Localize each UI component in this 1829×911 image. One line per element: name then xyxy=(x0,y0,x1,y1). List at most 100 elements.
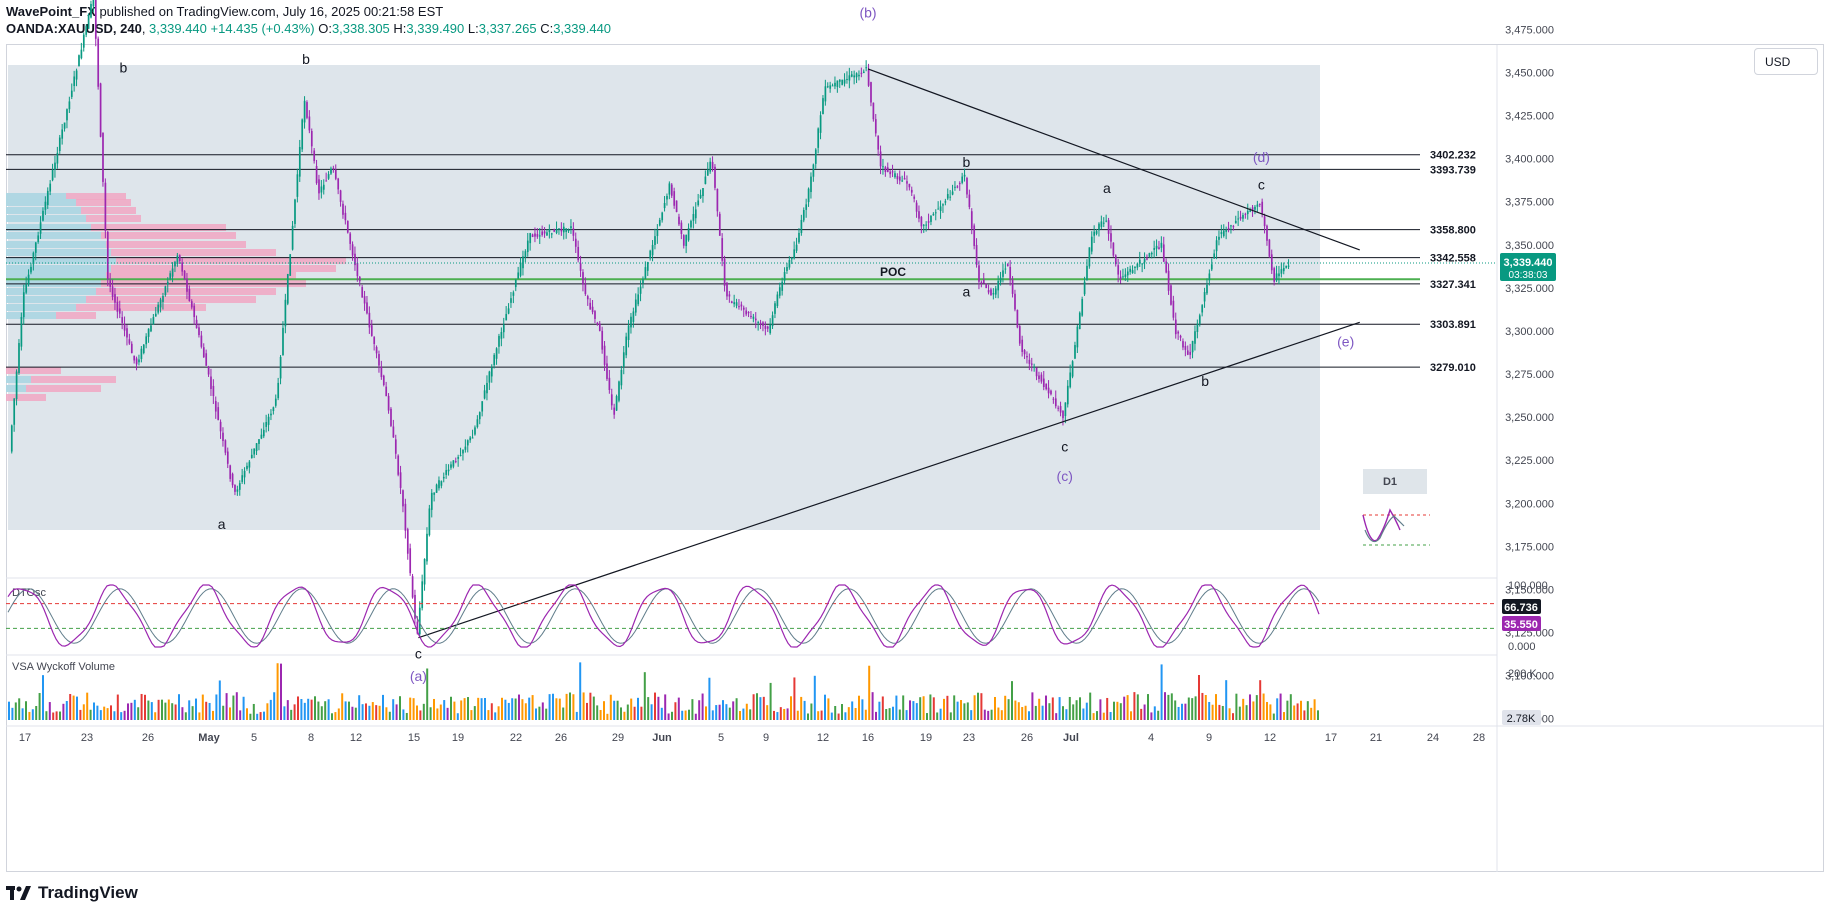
candle xyxy=(822,98,824,115)
candle xyxy=(1213,253,1216,259)
wave-label-major: (c) xyxy=(1057,468,1073,484)
volume-bar xyxy=(99,710,102,720)
candle xyxy=(183,270,186,280)
tradingview-logo[interactable]: TradingView xyxy=(6,883,138,903)
volume-bar xyxy=(460,700,463,720)
volume-bar xyxy=(1072,704,1075,720)
volume-bar xyxy=(535,708,537,720)
volume-bar xyxy=(776,712,779,720)
price-axis-tick: 3,150.000 xyxy=(1505,584,1554,596)
volume-bar xyxy=(14,702,17,720)
volume-bar xyxy=(660,707,663,720)
volume-bar xyxy=(1184,703,1187,720)
volume-bar xyxy=(310,699,313,720)
candle xyxy=(697,200,700,206)
volume-bar xyxy=(371,702,374,720)
volume-bar xyxy=(552,693,554,720)
candle xyxy=(630,316,632,328)
candle xyxy=(1232,226,1235,228)
candle xyxy=(1158,247,1160,250)
candle xyxy=(958,183,961,185)
candle xyxy=(274,398,277,406)
candle xyxy=(781,281,784,291)
volume-bar xyxy=(8,701,10,720)
volume-bar xyxy=(116,694,119,720)
volume-bar xyxy=(392,699,395,720)
candle xyxy=(846,78,848,80)
volume-bar xyxy=(854,708,857,720)
candle xyxy=(670,184,673,196)
candle xyxy=(824,86,827,102)
candle xyxy=(870,82,872,103)
candle xyxy=(519,262,522,276)
price-change: +14.435 (+0.43%) xyxy=(210,21,315,36)
volume-bar xyxy=(1293,705,1296,720)
candle xyxy=(109,280,112,287)
volume-bar xyxy=(137,707,140,720)
candle xyxy=(1066,385,1069,405)
osc-slow-line xyxy=(7,588,1320,644)
price-axis-tick: 3,275.000 xyxy=(1505,369,1554,381)
volume-bar xyxy=(912,701,915,720)
candle xyxy=(524,251,527,258)
volume-bar xyxy=(55,711,58,720)
candle xyxy=(675,200,678,213)
candle xyxy=(1263,216,1266,227)
candle xyxy=(334,169,337,179)
candle xyxy=(478,412,481,420)
candle xyxy=(718,213,721,236)
candle xyxy=(709,161,712,172)
high-label: H: xyxy=(393,21,407,36)
volume-bar xyxy=(861,699,864,720)
volume-bar xyxy=(1007,699,1010,720)
candle xyxy=(1165,261,1168,273)
candle xyxy=(106,231,109,279)
volume-bar xyxy=(881,696,884,720)
candle xyxy=(526,240,529,253)
candle xyxy=(574,238,577,247)
volume-bar xyxy=(52,712,55,720)
volume-bar xyxy=(688,709,690,720)
candle xyxy=(534,233,536,237)
low-label: L: xyxy=(467,21,479,36)
candle xyxy=(644,267,647,279)
wave-label-minor: b xyxy=(119,59,127,75)
candle xyxy=(603,345,606,365)
time-axis-tick: May xyxy=(198,732,220,744)
volume-bar xyxy=(79,709,82,720)
candle xyxy=(841,79,844,85)
candle xyxy=(646,262,649,271)
volume-bar xyxy=(96,705,99,720)
volume-bar xyxy=(1136,694,1139,720)
candle xyxy=(980,282,983,284)
candle xyxy=(514,279,517,288)
volume-bar xyxy=(528,697,531,720)
close-label: C: xyxy=(540,21,554,36)
candle xyxy=(61,129,64,139)
volume-bar xyxy=(1011,681,1013,720)
candle xyxy=(589,302,592,310)
candle xyxy=(1064,402,1067,417)
candle xyxy=(493,354,496,366)
symbol-name[interactable]: OANDA:XAUUSD, 240 xyxy=(6,21,142,36)
candle xyxy=(1143,259,1146,263)
candle xyxy=(939,206,942,212)
candle xyxy=(202,347,205,358)
candle xyxy=(649,250,652,259)
volume-bar xyxy=(1024,705,1027,720)
last-price: 3,339.440 xyxy=(149,21,207,36)
volume-bar xyxy=(555,698,558,720)
candle xyxy=(370,325,373,336)
publisher-name[interactable]: WavePoint_FX xyxy=(6,4,96,19)
currency-button[interactable]: USD xyxy=(1754,48,1818,75)
candle xyxy=(442,476,445,479)
candle xyxy=(716,188,719,212)
volume-bar xyxy=(225,693,228,720)
volume-bar xyxy=(324,701,327,720)
candle xyxy=(898,176,901,181)
candle xyxy=(1198,315,1201,324)
osc-fast-badge xyxy=(1502,599,1541,614)
volume-bar xyxy=(569,692,571,720)
volume-bar xyxy=(589,692,592,720)
